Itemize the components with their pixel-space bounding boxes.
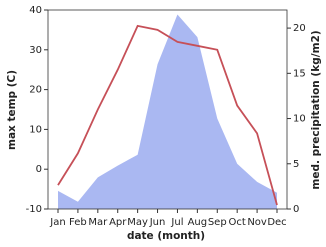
x-tick-label: Oct: [229, 217, 246, 228]
y-axis-label: max temp (C): [6, 70, 18, 150]
y2-tick-label: 20: [293, 23, 306, 34]
x-tick-label: Jun: [149, 217, 166, 228]
y-tick-label: 10: [29, 124, 42, 135]
y-tick-label: 20: [29, 85, 42, 96]
y-tick-label: -10: [26, 204, 42, 215]
x-tick-label: Nov: [247, 217, 267, 228]
y2-tick-label: 0: [293, 204, 299, 215]
x-tick-label: Apr: [109, 217, 127, 228]
y-tick-label: 40: [29, 5, 42, 16]
x-axis-label: date (month): [127, 230, 205, 242]
precipitation-area: [58, 14, 277, 210]
x-tick-label: Aug: [188, 217, 208, 228]
y2-tick-label: 10: [293, 114, 306, 125]
x-tick-label: Dec: [267, 217, 286, 228]
y2-tick-label: 15: [293, 68, 306, 79]
y-tick-label: 30: [29, 45, 42, 56]
plot-frame: [47, 9, 288, 210]
x-tick-label: Feb: [69, 217, 87, 228]
temp-line: [57, 24, 278, 206]
x-tick-label: Mar: [88, 217, 108, 228]
x-tick-label: Jul: [170, 217, 183, 228]
x-tick-label: Sep: [208, 217, 227, 228]
x-tick-label: May: [127, 217, 148, 228]
y2-tick-label: 5: [293, 159, 299, 170]
y2-axis-label: med. precipitation (kg/m2): [310, 30, 322, 189]
x-tick-label: Jan: [49, 217, 65, 228]
y-tick-label: 0: [36, 164, 42, 175]
